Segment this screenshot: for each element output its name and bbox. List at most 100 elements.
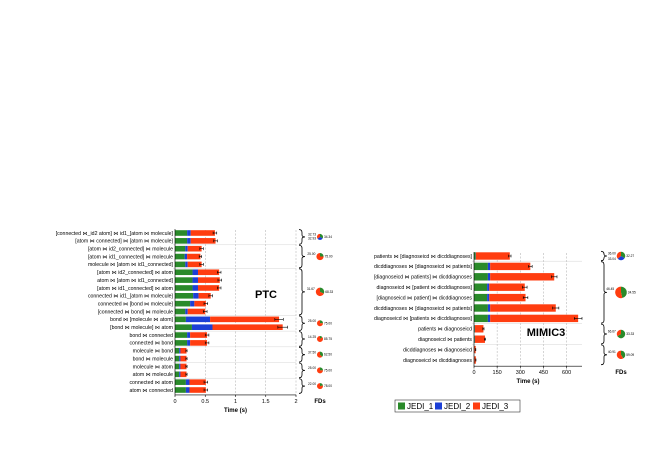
category-label: [diagnoseicd ⋈ patients] ⋈ dicddiagnoses <box>374 275 472 281</box>
group-brace <box>298 244 306 269</box>
fd-pie-jedi_3 <box>615 286 623 299</box>
bar-jedi_2 <box>187 332 191 338</box>
group-brace <box>600 250 608 262</box>
bar-jedi_2 <box>487 283 490 291</box>
legend-swatch-jedi_3 <box>473 402 480 410</box>
category-label: [diagnoseicd ⋈ patient] ⋈ dicddiagnoses <box>377 295 473 301</box>
fd-pie-jedi_1 <box>320 367 323 371</box>
fd-pie-jedi_3 <box>616 251 621 259</box>
group-brace <box>298 362 306 379</box>
fd-pie-label: 32.73 <box>308 233 316 237</box>
bar-jedi_3 <box>475 252 510 260</box>
category-label: connected ⋈ [bond ⋈ molecule] <box>98 301 174 307</box>
fd-pie-label: 75.00 <box>324 368 332 372</box>
bar-jedi_1 <box>175 230 188 236</box>
bar-jedi_2 <box>185 387 190 393</box>
category-label: [connected ⋈_id2 atom] ⋈ id1_[atom ⋈ mol… <box>56 231 174 237</box>
bar-jedi_1 <box>175 316 186 323</box>
bar-jedi_2 <box>487 293 490 302</box>
legend-label: JEDI_2 <box>444 402 471 411</box>
bar-jedi_1 <box>175 379 186 385</box>
x-tick-label: 450 <box>539 370 548 376</box>
bar-jedi_2 <box>487 314 491 323</box>
fd-pie-jedi_3 <box>316 252 324 261</box>
bar-jedi_2 <box>192 285 198 291</box>
fd-pie-label: 59.09 <box>626 353 634 357</box>
category-label: [atom ⋈ id2_connected] ⋈ atom <box>97 270 173 276</box>
fd-pie-jedi_1 <box>320 351 324 357</box>
fd-pie-jedi_3 <box>317 351 323 358</box>
fd-pie-label: 36.00 <box>608 251 616 255</box>
x-tick-label: 300 <box>516 370 525 376</box>
category-label: bond ⋈ [molecule ⋈ atom] <box>110 317 173 323</box>
bar-jedi_3 <box>490 262 531 271</box>
group-brace <box>298 346 306 363</box>
category-label: diagnoseicd ⋈ dicddiagnoses <box>403 358 472 364</box>
bar-jedi_3 <box>187 308 206 315</box>
bar-jedi_1 <box>175 285 193 291</box>
bar-jedi_3 <box>180 347 187 354</box>
bar-jedi_2 <box>185 245 188 252</box>
group-brace <box>298 378 306 394</box>
bar-jedi_2 <box>179 363 181 370</box>
category-label: bond ⋈ connected <box>129 333 173 339</box>
fd-pie-jedi_1 <box>621 286 627 299</box>
legend-label: JEDI_1 <box>407 402 434 411</box>
chart-title: PTC <box>255 289 277 301</box>
fd-pie-jedi_1 <box>621 350 626 359</box>
legend-swatch-jedi_2 <box>435 402 442 410</box>
category-label: atom ⋈ connected <box>129 388 173 394</box>
bar-jedi_2 <box>193 293 199 299</box>
fd-pie-label: 32.93 <box>308 237 316 241</box>
bar-jedi_3 <box>190 340 208 346</box>
fd-pie-label: 34.55 <box>628 290 636 294</box>
legend-box <box>394 399 521 413</box>
fd-pie-label: 75.00 <box>325 255 333 259</box>
bar-jedi_3 <box>197 285 220 291</box>
category-label: connected ⋈ id1_[atom ⋈ molecule] <box>88 294 174 300</box>
fd-pie-jedi_3 <box>616 329 621 337</box>
group-brace <box>600 344 608 366</box>
x-tick-label: 2 <box>294 399 297 405</box>
fd-pie-jedi_3 <box>317 383 323 390</box>
category-label: bond ⋈ molecule <box>133 356 173 362</box>
category-label: atom ⋈ molecule <box>133 372 173 378</box>
group-brace <box>600 323 608 345</box>
x-tick-label: 1.5 <box>262 399 270 405</box>
fd-pie-label: 25.00 <box>307 252 315 256</box>
fd-pie-jedi_3 <box>317 320 323 327</box>
bar-jedi_1 <box>175 277 193 283</box>
bar-jedi_1 <box>175 371 180 378</box>
bar-jedi_1 <box>474 325 475 333</box>
bar-jedi_2 <box>187 238 191 244</box>
x-tick-label: 0.5 <box>201 399 209 405</box>
fd-pie-jedi_3 <box>317 367 323 374</box>
bar-jedi_1 <box>175 340 188 346</box>
bar-jedi_2 <box>487 273 491 281</box>
bar-jedi_3 <box>180 355 187 362</box>
bar-jedi_1 <box>175 261 186 268</box>
bar-jedi_1 <box>474 273 488 281</box>
bar-jedi_2 <box>187 340 191 346</box>
bar-jedi_1 <box>474 262 488 271</box>
fd-axis-label: FDs <box>615 370 627 376</box>
bar-jedi_3 <box>490 304 556 312</box>
fd-axis-label: FDs <box>314 399 326 405</box>
bar-jedi_3 <box>190 238 216 244</box>
fd-pie-label: 66.67 <box>608 329 616 333</box>
category-label: dicddiagnoses ⋈ [diagnoseicd ⋈ patients] <box>374 264 473 270</box>
category-label: patients ⋈ [diagnoseicd ⋈ dicddiagnoses] <box>374 254 473 260</box>
chart-title: MIMIC3 <box>527 327 566 339</box>
category-label: diagnoseicd ⋈ patients <box>418 337 472 343</box>
x-tick-label: 1 <box>234 399 237 405</box>
bar-jedi_1 <box>175 347 180 354</box>
fd-pie-jedi_1 <box>320 252 324 257</box>
bar-jedi_3 <box>197 277 220 283</box>
bar-jedi_3 <box>212 324 283 330</box>
bar-jedi_3 <box>474 345 476 354</box>
fd-pie-label: 22.00 <box>308 382 316 386</box>
bar-jedi_3 <box>474 335 485 343</box>
category-label: patients ⋈ diagnoseicd <box>418 327 472 333</box>
fd-pie-label: 46.45 <box>606 287 614 291</box>
